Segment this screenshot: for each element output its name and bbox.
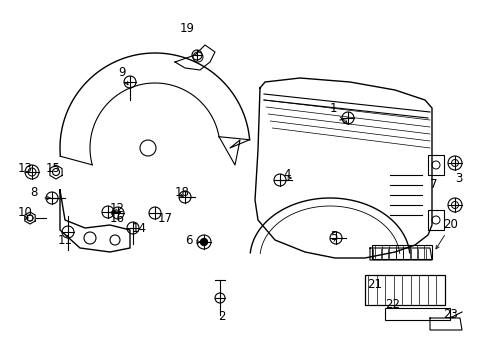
Text: 17: 17 [158,211,173,225]
Text: 16: 16 [110,211,125,225]
Text: 3: 3 [454,171,462,184]
Text: 7: 7 [429,179,437,192]
Text: 22: 22 [384,298,399,311]
Bar [427,210,443,230]
Text: 10: 10 [18,207,33,220]
Bar [371,245,431,259]
Text: 1: 1 [329,102,337,114]
Text: 8: 8 [30,186,37,199]
Text: 5: 5 [329,230,337,243]
Bar [427,155,443,175]
Circle shape [200,238,207,246]
Text: 18: 18 [175,185,189,198]
Bar [364,275,444,305]
Text: 21: 21 [366,279,381,292]
Text: 19: 19 [180,22,195,35]
Text: 12: 12 [110,202,125,215]
Text: 13: 13 [18,162,33,175]
Text: 20: 20 [442,219,457,231]
Text: 15: 15 [46,162,61,175]
Text: 11: 11 [58,234,73,247]
Text: 2: 2 [218,310,225,323]
Text: 14: 14 [132,221,147,234]
Text: 23: 23 [442,309,457,321]
Text: 9: 9 [118,66,125,78]
Bar [384,308,449,320]
Text: 6: 6 [184,234,192,247]
Text: 4: 4 [283,168,290,181]
